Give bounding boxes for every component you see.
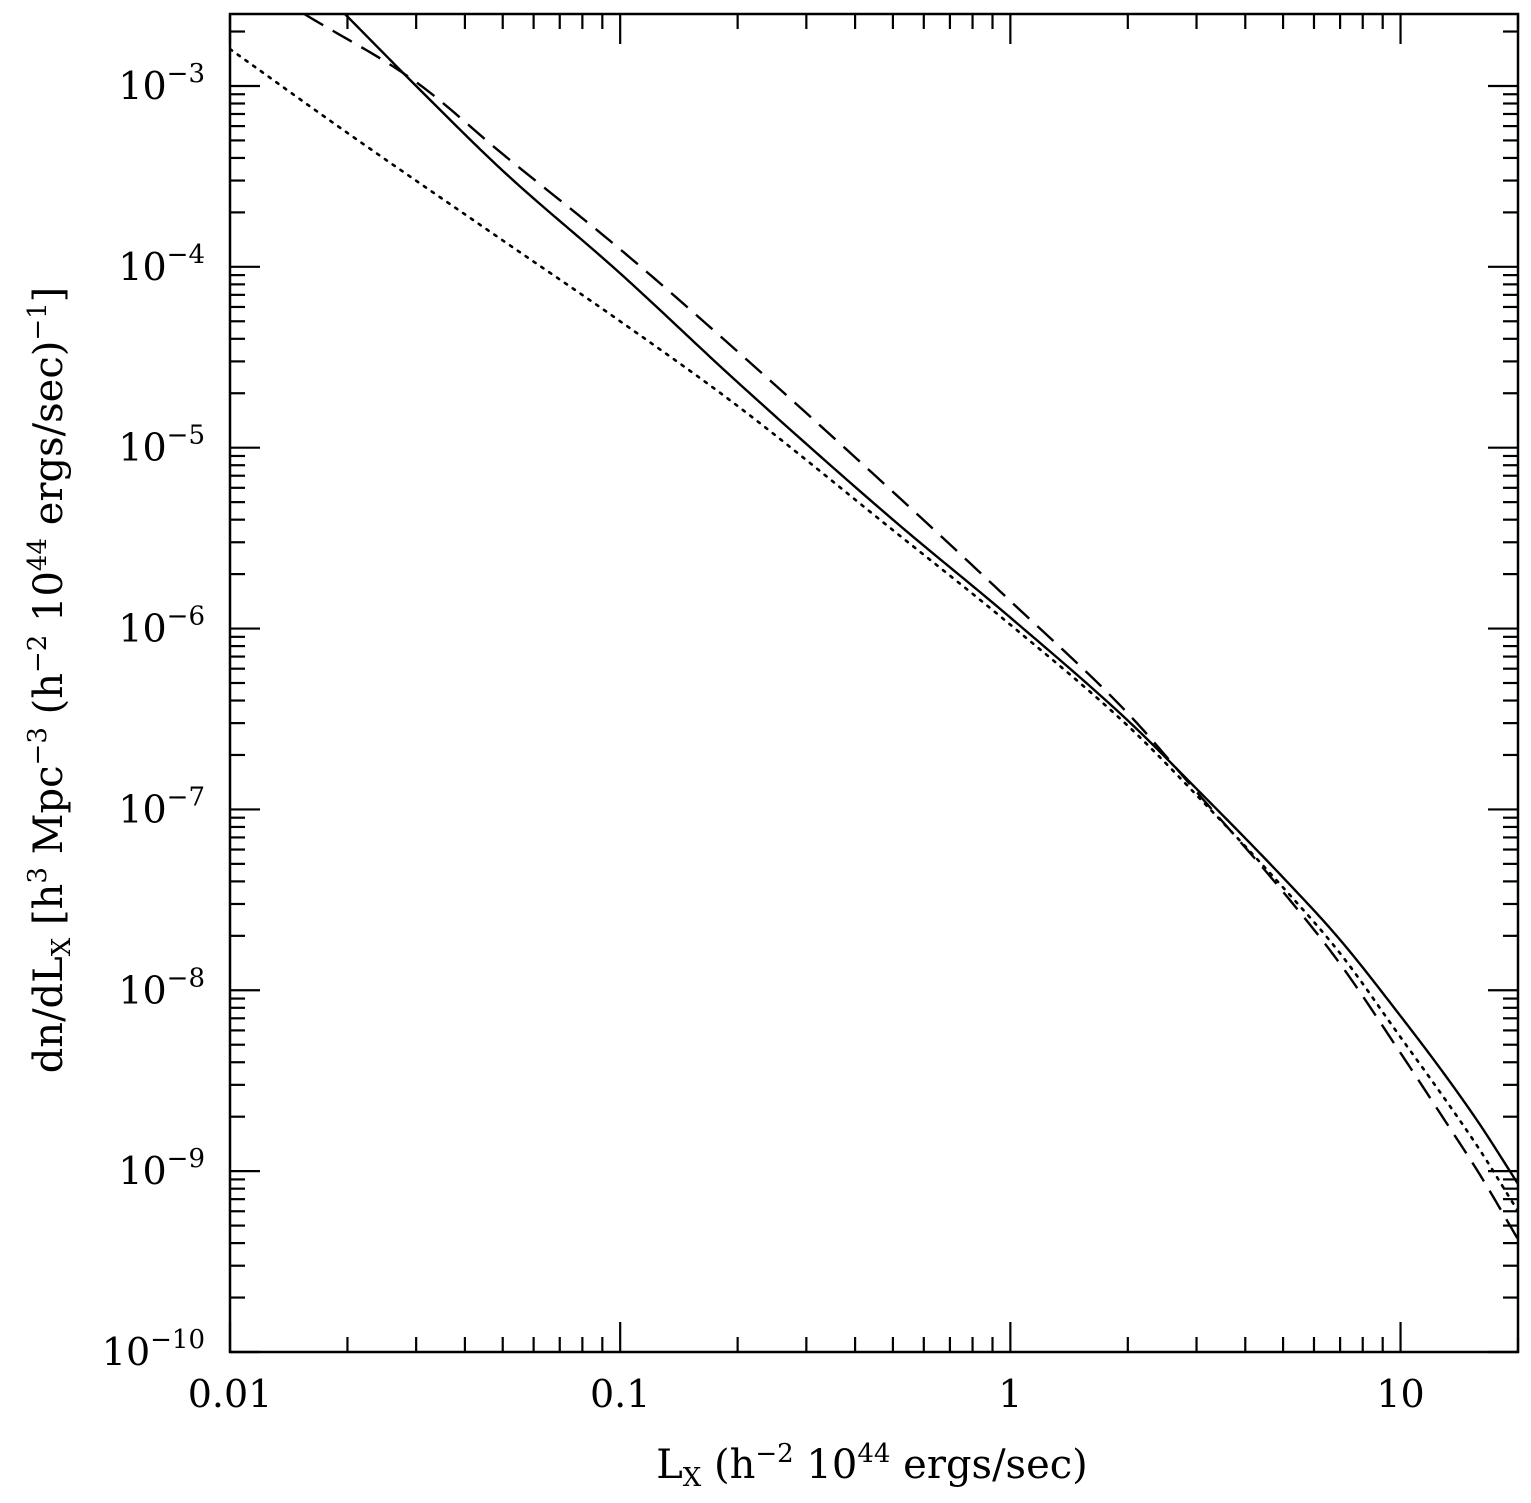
y-axis-label: dn/dLX [h3 Mpc−3 (h−2 1044 ergs/sec)−1]	[23, 287, 77, 1074]
x-tick-labels: 0.01 0.1 1 10	[188, 1372, 1425, 1416]
y-tick-label: 10−9	[118, 1144, 205, 1193]
x-tick-label: 0.01	[188, 1372, 273, 1416]
x-axis-label: LX (h−2 1044 ergs/sec)	[656, 1439, 1088, 1493]
y-tick-label: 10−5	[118, 421, 205, 470]
y-tick-label: 10−10	[102, 1325, 205, 1374]
curves-layer	[230, 14, 1518, 1240]
series-dotted-line	[230, 47, 1518, 1213]
x-tick-label: 1	[998, 1372, 1022, 1416]
y-tick-label: 10−8	[118, 963, 205, 1012]
y-tick-labels: 10−3 10−4 10−5 10−6 10−7 10−8 10−9 10−10	[102, 59, 205, 1374]
y-tick-label: 10−7	[118, 782, 205, 831]
y-tick-label: 10−4	[118, 240, 205, 289]
y-tick-label: 10−6	[118, 602, 205, 651]
plot-frame	[228, 12, 1520, 1354]
x-tick-label: 0.1	[590, 1372, 650, 1416]
series-solid-line	[344, 14, 1518, 1185]
ticks-layer	[228, 14, 1520, 1354]
series-dashed-line	[303, 14, 1518, 1240]
x-tick-label: 10	[1376, 1372, 1424, 1416]
y-tick-label: 10−3	[118, 59, 205, 108]
